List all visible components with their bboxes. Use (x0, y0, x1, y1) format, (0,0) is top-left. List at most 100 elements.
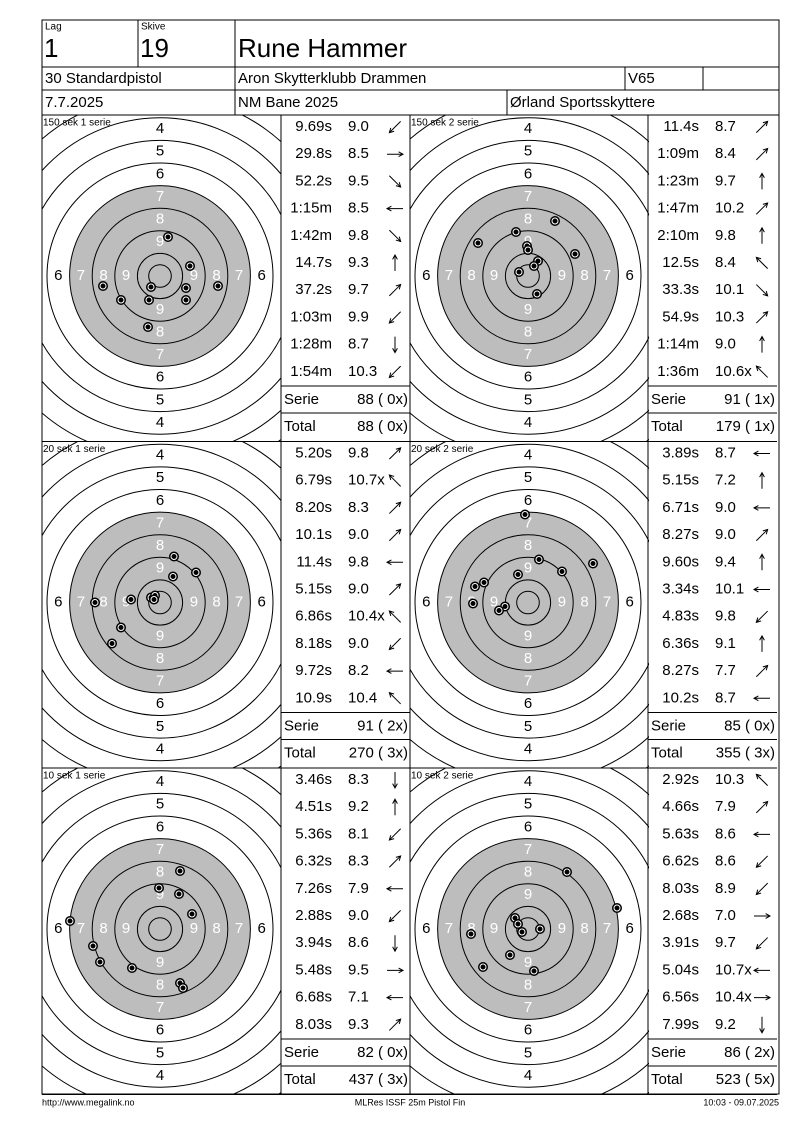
total-value: 88 ( 0x) (357, 418, 408, 435)
shot-ring (530, 262, 538, 270)
ring-label: 5 (524, 796, 532, 813)
shot-score: 10.3 (715, 308, 744, 325)
shot-score: 9.2 (348, 798, 369, 815)
total-value: 523 ( 5x) (716, 1071, 775, 1088)
serie-label: Serie (284, 1044, 319, 1061)
shot-direction (388, 909, 402, 923)
ring-label: 4 (156, 773, 164, 790)
shot-ring (512, 228, 520, 236)
inner-ten (516, 590, 540, 615)
shot-time: 52.2s (295, 172, 332, 189)
shot-ring (179, 984, 187, 992)
class: 30 Standardpistol (45, 70, 162, 87)
shot-direction (388, 855, 402, 868)
shot-ring (506, 951, 514, 959)
shot-score: 9.0 (715, 526, 736, 543)
ring (437, 838, 619, 1020)
shot-direction (759, 634, 765, 652)
shot-time: 6.62s (662, 853, 699, 870)
shot-score: 8.6 (715, 825, 736, 842)
shot-score: 8.3 (348, 853, 369, 870)
ring (482, 556, 574, 649)
shot-time: 4.51s (295, 798, 332, 815)
ring-label: 6 (156, 818, 164, 835)
shot-ring (469, 600, 477, 607)
ring-label: 8 (99, 593, 107, 610)
ring-label: 8 (156, 537, 164, 554)
club: Aron Skytterklubb Drammen (238, 70, 426, 87)
shot-direction (392, 336, 398, 354)
shot-hole (557, 566, 567, 577)
ring-label: 4 (524, 414, 532, 431)
shot-time: 8.27s (662, 662, 699, 679)
ring-label: 9 (558, 267, 566, 284)
ring-label: 6 (626, 267, 634, 284)
shot-hole (146, 282, 156, 292)
shot-time: 6.86s (295, 608, 332, 625)
ring-label: 7 (77, 593, 85, 610)
ring (414, 162, 642, 390)
ring-label: 9 (156, 954, 164, 971)
shot-score: 7.2 (715, 472, 736, 489)
ring-label: 8 (524, 976, 532, 993)
shot-direction (755, 882, 769, 896)
shot-ring (495, 607, 503, 614)
shot-time: 1:03m (290, 308, 332, 325)
shot-ring (144, 323, 152, 331)
ring (46, 162, 274, 390)
ring-label: 6 (156, 369, 164, 386)
ring-label: 9 (156, 233, 164, 250)
shot-ring (536, 925, 544, 933)
shot-ring (150, 596, 158, 603)
shot-time: 9.60s (662, 553, 699, 570)
shot-score: 10.3 (715, 771, 744, 788)
shot-score: 8.7 (715, 118, 736, 135)
ring-label: 4 (156, 1067, 164, 1084)
ring (114, 556, 206, 649)
shot-time: 1:23m (657, 172, 699, 189)
ring-label: 8 (156, 863, 164, 880)
ring-label: 9 (524, 886, 532, 903)
shot-direction (388, 691, 402, 705)
shot-direction (754, 913, 772, 919)
shot-time: 6.32s (295, 853, 332, 870)
ring-label: 9 (190, 920, 198, 937)
shot-time: 1:42m (290, 227, 332, 244)
ring-label: 6 (54, 593, 62, 610)
shot-direction (388, 610, 402, 623)
shot-hole (116, 622, 126, 633)
ring-label: 9 (122, 920, 130, 937)
shot-direction (752, 695, 770, 702)
shot-time: 14.7s (295, 254, 332, 271)
shot-direction (388, 828, 402, 841)
shot-time: 6.79s (295, 472, 332, 489)
shot-direction (759, 335, 765, 353)
ring (42, 466, 281, 739)
ring-label: 5 (524, 469, 532, 486)
serie-value: 91 ( 1x) (724, 391, 775, 408)
ring-label: 8 (156, 650, 164, 667)
shot-time: 6.36s (662, 635, 699, 652)
ring-label: 7 (603, 267, 611, 284)
shot-ring (571, 250, 579, 258)
shot-score: 10.1 (715, 281, 744, 298)
inner-ten (148, 264, 172, 288)
shot-hole (143, 322, 153, 332)
shot-time: 8.18s (295, 635, 332, 652)
total-label: Total (651, 1071, 683, 1088)
shot-time: 33.3s (662, 281, 699, 298)
shot-score: 8.2 (348, 662, 369, 679)
shot-direction (388, 175, 402, 188)
shot-hole (562, 867, 572, 877)
shooter-name: Rune Hammer (238, 33, 407, 63)
shot-hole (116, 295, 126, 305)
ring-label: 4 (524, 447, 532, 464)
ring-label: 9 (190, 267, 198, 284)
date: 7.7.2025 (45, 94, 103, 111)
ring-label: 6 (524, 492, 532, 509)
shot-score: 9.7 (715, 172, 736, 189)
shot-direction (755, 937, 769, 950)
shot-direction (385, 885, 403, 892)
